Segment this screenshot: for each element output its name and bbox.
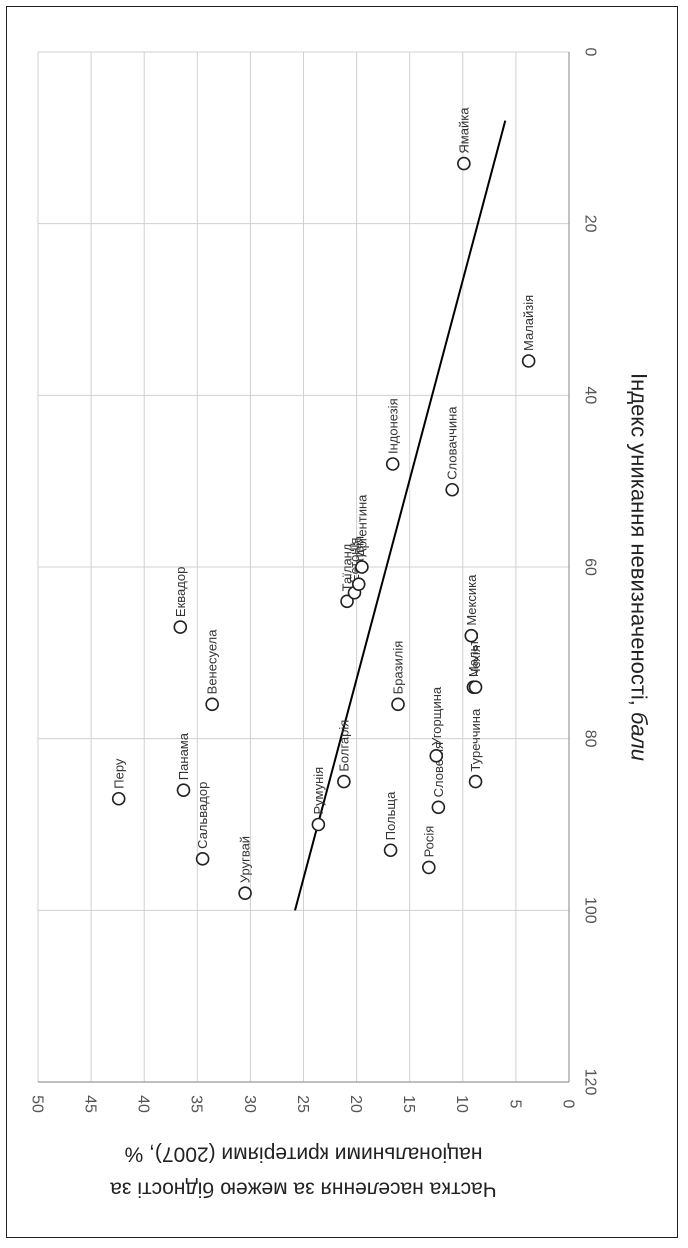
- data-point-label: Панама: [176, 732, 191, 780]
- data-point-label: Аргентина: [354, 494, 369, 557]
- x-tick-label: 120: [581, 1069, 598, 1096]
- data-point-label: Венесуела: [205, 629, 220, 695]
- trendline: [294, 120, 507, 911]
- data-point: [521, 354, 536, 368]
- y-tick-label: 45: [82, 1095, 99, 1113]
- data-point-label: Малайзія: [521, 295, 536, 351]
- data-point: [351, 577, 366, 591]
- data-point-label: Мальта: [466, 632, 481, 677]
- data-point: [176, 783, 191, 797]
- data-point: [457, 156, 471, 171]
- data-point-label: Польща: [383, 791, 398, 840]
- data-point-label: Мексика: [464, 574, 479, 626]
- x-axis-title: Індекс уникання невизначеності, бали: [626, 373, 651, 761]
- y-tick-label: 35: [188, 1095, 205, 1113]
- y-tick-label: 30: [241, 1095, 258, 1113]
- x-tick-label: 20: [581, 215, 598, 233]
- data-point: [468, 680, 483, 694]
- data-point: [195, 852, 210, 866]
- data-point-label: Перу: [111, 758, 126, 789]
- data-point: [238, 886, 252, 900]
- y-tick-label: 0: [559, 1100, 576, 1109]
- data-point-label: Ямайка: [456, 107, 471, 154]
- y-tick-label: 10: [453, 1095, 470, 1113]
- data-point-label: Угорщина: [429, 686, 444, 746]
- data-point-label: Болгарія: [336, 720, 351, 772]
- scatter-chart: 0 20 40 60 80 100 120 0 5 10 15 20 25 30 35 40 45 50 Перу П…: [28, 48, 651, 1201]
- data-point: [111, 791, 126, 806]
- y-tick-label: 20: [347, 1095, 364, 1113]
- x-axis-title-text: Індекс уникання невизначеності,: [626, 373, 651, 712]
- data-point-label: Бразилія: [391, 641, 406, 695]
- x-tick-label: 40: [581, 386, 598, 404]
- data-point-label: Сальвадор: [195, 782, 210, 849]
- data-point: [445, 482, 459, 497]
- x-axis-title-unit: бали: [626, 712, 651, 761]
- y-tick-label: 50: [28, 1095, 45, 1113]
- chart-frame: 0 20 40 60 80 100 120 0 5 10 15 20 25 30 35 40 45 50 Перу П…: [6, 6, 678, 1238]
- y-tick-label: 15: [400, 1095, 417, 1113]
- y-tick-label: 5: [506, 1100, 523, 1109]
- data-point-label: Еквадор: [173, 567, 188, 617]
- data-point-label: Індонезія: [385, 398, 400, 454]
- data-point: [464, 628, 479, 643]
- data-point: [383, 843, 398, 858]
- x-tick-label: 0: [581, 48, 598, 57]
- data-point: [340, 594, 354, 609]
- y-axis-title-line1: Частка населення за межею бідності за: [110, 1178, 497, 1201]
- data-point: [355, 560, 369, 574]
- x-tick-label: 80: [581, 730, 598, 748]
- data-point: [337, 774, 351, 789]
- data-point-label: Таїланд: [340, 543, 355, 591]
- data-point: [431, 800, 446, 815]
- data-point: [391, 697, 405, 712]
- data-point: [429, 749, 444, 763]
- x-tick-label: 100: [581, 897, 598, 924]
- data-point-label: Уругвай: [238, 836, 253, 883]
- data-point: [173, 620, 188, 634]
- y-axis-title-line2: національними критеріями (2007), %: [125, 1143, 483, 1166]
- data-point: [205, 697, 219, 712]
- data-point-label: Туреччина: [468, 708, 483, 772]
- y-tick-label: 40: [135, 1095, 152, 1113]
- data-point-label: Чехія: [468, 645, 483, 677]
- data-point: [385, 457, 400, 471]
- data-point: [422, 860, 436, 875]
- data-point: [468, 774, 483, 789]
- y-tick-label: 25: [294, 1095, 311, 1113]
- data-point-label: Румунія: [311, 767, 326, 815]
- data-point: [311, 817, 326, 832]
- data-point-label: Росія: [421, 826, 436, 858]
- x-tick-label: 60: [581, 558, 598, 576]
- data-point-label: Словаччина: [445, 406, 460, 480]
